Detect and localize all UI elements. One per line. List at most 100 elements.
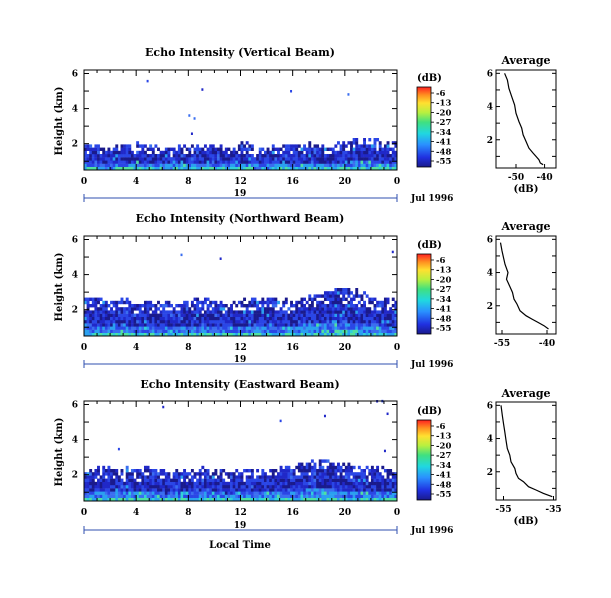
echo-cell	[175, 481, 179, 486]
echo-cell	[308, 297, 312, 301]
echo-cell	[331, 307, 335, 311]
echo-cell	[250, 166, 254, 171]
echo-cell	[329, 462, 333, 466]
echo-cell	[217, 310, 220, 314]
panel-title: Echo Intensity (Vertical Beam)	[145, 46, 335, 59]
echo-cell	[91, 472, 95, 476]
echo-cell	[271, 166, 275, 171]
echo-cell	[316, 154, 320, 158]
echo-cell	[250, 494, 254, 498]
echo-cell	[154, 304, 158, 308]
echo-cell	[297, 469, 301, 473]
echo-cell	[141, 472, 145, 476]
echo-cell	[350, 300, 353, 305]
echo-cell	[136, 304, 140, 308]
echo-cell	[376, 475, 380, 479]
echo-cell	[300, 472, 304, 476]
echo-cell	[334, 472, 338, 476]
echo-cell	[378, 144, 382, 148]
echo-cell	[313, 163, 317, 167]
echo-cell	[300, 307, 304, 311]
echo-cell	[170, 147, 173, 151]
echo-cell	[162, 157, 166, 161]
echo-cell	[138, 163, 142, 167]
echo-cell	[248, 488, 252, 492]
echo-cell	[295, 332, 299, 337]
echo-cell	[102, 465, 106, 470]
echo-cell	[154, 163, 158, 167]
echo-cell	[277, 300, 280, 305]
echo-cell	[89, 160, 93, 164]
echo-cell	[86, 323, 90, 327]
echo-cell	[206, 147, 210, 151]
echo-cell	[271, 481, 275, 486]
echo-cell	[313, 294, 317, 298]
echo-cell	[290, 332, 293, 337]
echo-cell	[177, 329, 181, 333]
echo-cell	[237, 488, 241, 492]
echo-cell	[308, 166, 312, 171]
echo-cell	[308, 491, 312, 495]
echo-cell	[172, 313, 176, 317]
echo-cell	[94, 313, 98, 317]
echo-cell	[167, 166, 171, 171]
echo-cell	[240, 472, 244, 476]
echo-cell	[363, 138, 366, 142]
echo-cell	[269, 329, 273, 333]
echo-cell	[170, 313, 173, 317]
echo-cell	[248, 478, 252, 482]
echo-cell	[287, 150, 291, 155]
echo-cell	[295, 465, 299, 470]
echo-cell	[172, 160, 176, 164]
echo-cell	[136, 320, 140, 324]
echo-cell	[339, 304, 343, 308]
echo-cell	[316, 147, 320, 151]
echo-cell	[277, 313, 280, 317]
echo-cell	[360, 150, 364, 155]
echo-cell	[141, 316, 145, 321]
echo-cell	[86, 326, 90, 330]
echo-cell	[99, 307, 103, 311]
echo-cell	[110, 166, 113, 171]
echo-cell	[310, 329, 314, 333]
echo-cell	[321, 326, 325, 330]
echo-cell	[224, 329, 228, 333]
echo-cell	[250, 491, 254, 495]
echo-cell	[185, 491, 189, 495]
echo-cell	[258, 332, 262, 337]
echo-cell	[386, 323, 390, 327]
echo-cell	[243, 163, 247, 167]
echo-cell	[130, 313, 134, 317]
echo-cell	[128, 488, 132, 492]
echo-cell	[256, 300, 260, 305]
echo-cell	[365, 323, 369, 327]
echo-cell	[193, 160, 197, 164]
echo-cell	[282, 488, 286, 492]
echo-cell	[305, 316, 309, 321]
colorbar-tick-label: -6	[436, 89, 446, 99]
echo-cell	[146, 157, 150, 161]
echo-cell	[323, 160, 327, 164]
echo-cell	[201, 300, 205, 305]
echo-cell	[157, 300, 160, 305]
echo-cell	[373, 488, 377, 492]
echo-cell	[243, 166, 247, 171]
echo-cell	[323, 310, 327, 314]
echo-cell	[130, 323, 134, 327]
echo-cell	[84, 323, 87, 327]
average-y-tick-label: 6	[487, 401, 493, 411]
echo-cell	[243, 157, 247, 161]
echo-cell	[159, 166, 163, 171]
echo-cell	[143, 313, 147, 317]
echo-cell	[193, 316, 197, 321]
echo-cell	[303, 144, 307, 148]
echo-cell	[170, 491, 173, 495]
echo-cell	[383, 326, 387, 330]
echo-cell	[329, 154, 333, 158]
echo-cell	[329, 469, 333, 473]
echo-cell	[350, 154, 353, 158]
echo-cell	[190, 313, 194, 317]
echo-cell	[391, 316, 395, 321]
echo-cell	[175, 326, 179, 330]
echo-cell	[206, 472, 210, 476]
